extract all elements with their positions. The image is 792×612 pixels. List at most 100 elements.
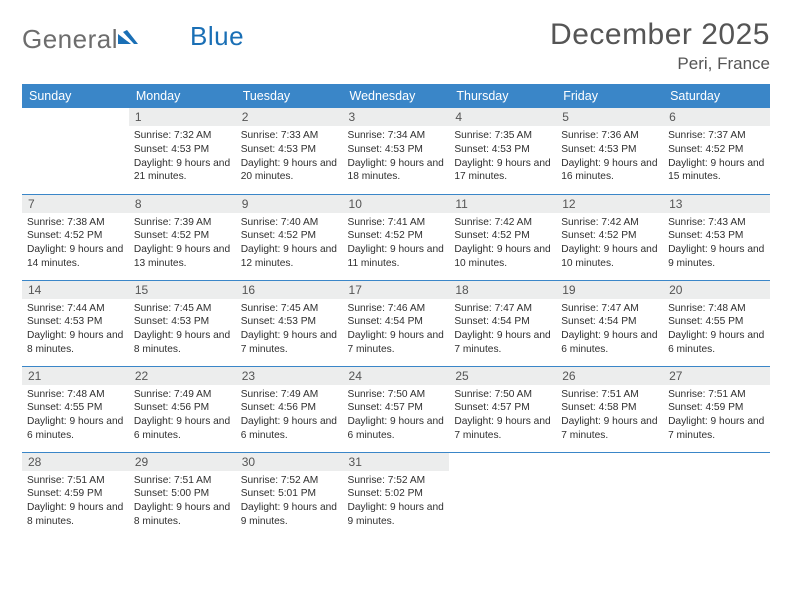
page-header: General Blue December 2025 Peri, France: [22, 18, 770, 74]
calendar-cell: [449, 452, 556, 538]
day-details: Sunrise: 7:48 AMSunset: 4:55 PMDaylight:…: [663, 299, 770, 361]
day-details: Sunrise: 7:49 AMSunset: 4:56 PMDaylight:…: [129, 385, 236, 447]
day-number: 28: [22, 453, 129, 471]
day-number: 18: [449, 281, 556, 299]
calendar-cell: 4Sunrise: 7:35 AMSunset: 4:53 PMDaylight…: [449, 108, 556, 194]
day-details: Sunrise: 7:38 AMSunset: 4:52 PMDaylight:…: [22, 213, 129, 275]
calendar-week-row: 21Sunrise: 7:48 AMSunset: 4:55 PMDayligh…: [22, 366, 770, 452]
calendar-cell: [556, 452, 663, 538]
day-details: Sunrise: 7:45 AMSunset: 4:53 PMDaylight:…: [236, 299, 343, 361]
day-number: 23: [236, 367, 343, 385]
day-details: Sunrise: 7:42 AMSunset: 4:52 PMDaylight:…: [449, 213, 556, 275]
col-wednesday: Wednesday: [343, 84, 450, 108]
day-details: Sunrise: 7:46 AMSunset: 4:54 PMDaylight:…: [343, 299, 450, 361]
day-details: Sunrise: 7:51 AMSunset: 4:58 PMDaylight:…: [556, 385, 663, 447]
brand-word-2: Blue: [190, 21, 244, 52]
calendar-cell: 22Sunrise: 7:49 AMSunset: 4:56 PMDayligh…: [129, 366, 236, 452]
calendar-cell: 9Sunrise: 7:40 AMSunset: 4:52 PMDaylight…: [236, 194, 343, 280]
calendar-cell: 30Sunrise: 7:52 AMSunset: 5:01 PMDayligh…: [236, 452, 343, 538]
calendar-cell: 19Sunrise: 7:47 AMSunset: 4:54 PMDayligh…: [556, 280, 663, 366]
calendar-cell: 12Sunrise: 7:42 AMSunset: 4:52 PMDayligh…: [556, 194, 663, 280]
day-number: 6: [663, 108, 770, 126]
day-details: Sunrise: 7:49 AMSunset: 4:56 PMDaylight:…: [236, 385, 343, 447]
day-number: 13: [663, 195, 770, 213]
day-details: Sunrise: 7:47 AMSunset: 4:54 PMDaylight:…: [556, 299, 663, 361]
day-details: Sunrise: 7:47 AMSunset: 4:54 PMDaylight:…: [449, 299, 556, 361]
brand-mark-icon: [118, 26, 140, 46]
day-details: Sunrise: 7:50 AMSunset: 4:57 PMDaylight:…: [449, 385, 556, 447]
calendar-week-row: 1Sunrise: 7:32 AMSunset: 4:53 PMDaylight…: [22, 108, 770, 194]
day-number: 11: [449, 195, 556, 213]
calendar-cell: 13Sunrise: 7:43 AMSunset: 4:53 PMDayligh…: [663, 194, 770, 280]
col-monday: Monday: [129, 84, 236, 108]
day-details: Sunrise: 7:40 AMSunset: 4:52 PMDaylight:…: [236, 213, 343, 275]
day-number: 31: [343, 453, 450, 471]
calendar-cell: 28Sunrise: 7:51 AMSunset: 4:59 PMDayligh…: [22, 452, 129, 538]
day-number: 12: [556, 195, 663, 213]
calendar-week-row: 28Sunrise: 7:51 AMSunset: 4:59 PMDayligh…: [22, 452, 770, 538]
calendar-cell: [22, 108, 129, 194]
day-number: 24: [343, 367, 450, 385]
col-thursday: Thursday: [449, 84, 556, 108]
calendar-cell: 2Sunrise: 7:33 AMSunset: 4:53 PMDaylight…: [236, 108, 343, 194]
day-number: 20: [663, 281, 770, 299]
day-number: 5: [556, 108, 663, 126]
brand-word-1: General: [22, 24, 118, 55]
calendar-header-row: Sunday Monday Tuesday Wednesday Thursday…: [22, 84, 770, 108]
col-tuesday: Tuesday: [236, 84, 343, 108]
calendar-cell: 10Sunrise: 7:41 AMSunset: 4:52 PMDayligh…: [343, 194, 450, 280]
day-details: Sunrise: 7:51 AMSunset: 4:59 PMDaylight:…: [663, 385, 770, 447]
day-number: 26: [556, 367, 663, 385]
day-number: 29: [129, 453, 236, 471]
calendar-cell: 1Sunrise: 7:32 AMSunset: 4:53 PMDaylight…: [129, 108, 236, 194]
calendar-cell: 7Sunrise: 7:38 AMSunset: 4:52 PMDaylight…: [22, 194, 129, 280]
day-number: 30: [236, 453, 343, 471]
day-details: Sunrise: 7:36 AMSunset: 4:53 PMDaylight:…: [556, 126, 663, 188]
day-details: Sunrise: 7:41 AMSunset: 4:52 PMDaylight:…: [343, 213, 450, 275]
calendar-cell: 27Sunrise: 7:51 AMSunset: 4:59 PMDayligh…: [663, 366, 770, 452]
day-details: Sunrise: 7:51 AMSunset: 4:59 PMDaylight:…: [22, 471, 129, 533]
calendar-cell: 23Sunrise: 7:49 AMSunset: 4:56 PMDayligh…: [236, 366, 343, 452]
calendar-table: Sunday Monday Tuesday Wednesday Thursday…: [22, 84, 770, 538]
calendar-cell: 21Sunrise: 7:48 AMSunset: 4:55 PMDayligh…: [22, 366, 129, 452]
day-number: 8: [129, 195, 236, 213]
calendar-cell: 17Sunrise: 7:46 AMSunset: 4:54 PMDayligh…: [343, 280, 450, 366]
calendar-cell: 25Sunrise: 7:50 AMSunset: 4:57 PMDayligh…: [449, 366, 556, 452]
col-saturday: Saturday: [663, 84, 770, 108]
day-details: Sunrise: 7:42 AMSunset: 4:52 PMDaylight:…: [556, 213, 663, 275]
day-details: Sunrise: 7:50 AMSunset: 4:57 PMDaylight:…: [343, 385, 450, 447]
day-details: Sunrise: 7:52 AMSunset: 5:02 PMDaylight:…: [343, 471, 450, 533]
day-number: 2: [236, 108, 343, 126]
month-title: December 2025: [550, 18, 770, 52]
col-sunday: Sunday: [22, 84, 129, 108]
calendar-week-row: 7Sunrise: 7:38 AMSunset: 4:52 PMDaylight…: [22, 194, 770, 280]
day-number: 4: [449, 108, 556, 126]
calendar-cell: 8Sunrise: 7:39 AMSunset: 4:52 PMDaylight…: [129, 194, 236, 280]
day-number: 1: [129, 108, 236, 126]
calendar-cell: 6Sunrise: 7:37 AMSunset: 4:52 PMDaylight…: [663, 108, 770, 194]
day-details: Sunrise: 7:34 AMSunset: 4:53 PMDaylight:…: [343, 126, 450, 188]
day-number: 17: [343, 281, 450, 299]
calendar-week-row: 14Sunrise: 7:44 AMSunset: 4:53 PMDayligh…: [22, 280, 770, 366]
day-number: 14: [22, 281, 129, 299]
title-block: December 2025 Peri, France: [550, 18, 770, 74]
calendar-cell: 24Sunrise: 7:50 AMSunset: 4:57 PMDayligh…: [343, 366, 450, 452]
calendar-page: General Blue December 2025 Peri, France …: [0, 0, 792, 612]
day-number: 16: [236, 281, 343, 299]
day-number: 21: [22, 367, 129, 385]
day-details: Sunrise: 7:32 AMSunset: 4:53 PMDaylight:…: [129, 126, 236, 188]
calendar-cell: 20Sunrise: 7:48 AMSunset: 4:55 PMDayligh…: [663, 280, 770, 366]
day-details: Sunrise: 7:35 AMSunset: 4:53 PMDaylight:…: [449, 126, 556, 188]
day-details: Sunrise: 7:52 AMSunset: 5:01 PMDaylight:…: [236, 471, 343, 533]
day-details: Sunrise: 7:37 AMSunset: 4:52 PMDaylight:…: [663, 126, 770, 188]
calendar-cell: 5Sunrise: 7:36 AMSunset: 4:53 PMDaylight…: [556, 108, 663, 194]
calendar-cell: 15Sunrise: 7:45 AMSunset: 4:53 PMDayligh…: [129, 280, 236, 366]
calendar-cell: 31Sunrise: 7:52 AMSunset: 5:02 PMDayligh…: [343, 452, 450, 538]
calendar-cell: 16Sunrise: 7:45 AMSunset: 4:53 PMDayligh…: [236, 280, 343, 366]
day-number: 9: [236, 195, 343, 213]
day-details: Sunrise: 7:39 AMSunset: 4:52 PMDaylight:…: [129, 213, 236, 275]
day-number: 25: [449, 367, 556, 385]
day-details: Sunrise: 7:44 AMSunset: 4:53 PMDaylight:…: [22, 299, 129, 361]
day-details: Sunrise: 7:33 AMSunset: 4:53 PMDaylight:…: [236, 126, 343, 188]
day-number: 19: [556, 281, 663, 299]
